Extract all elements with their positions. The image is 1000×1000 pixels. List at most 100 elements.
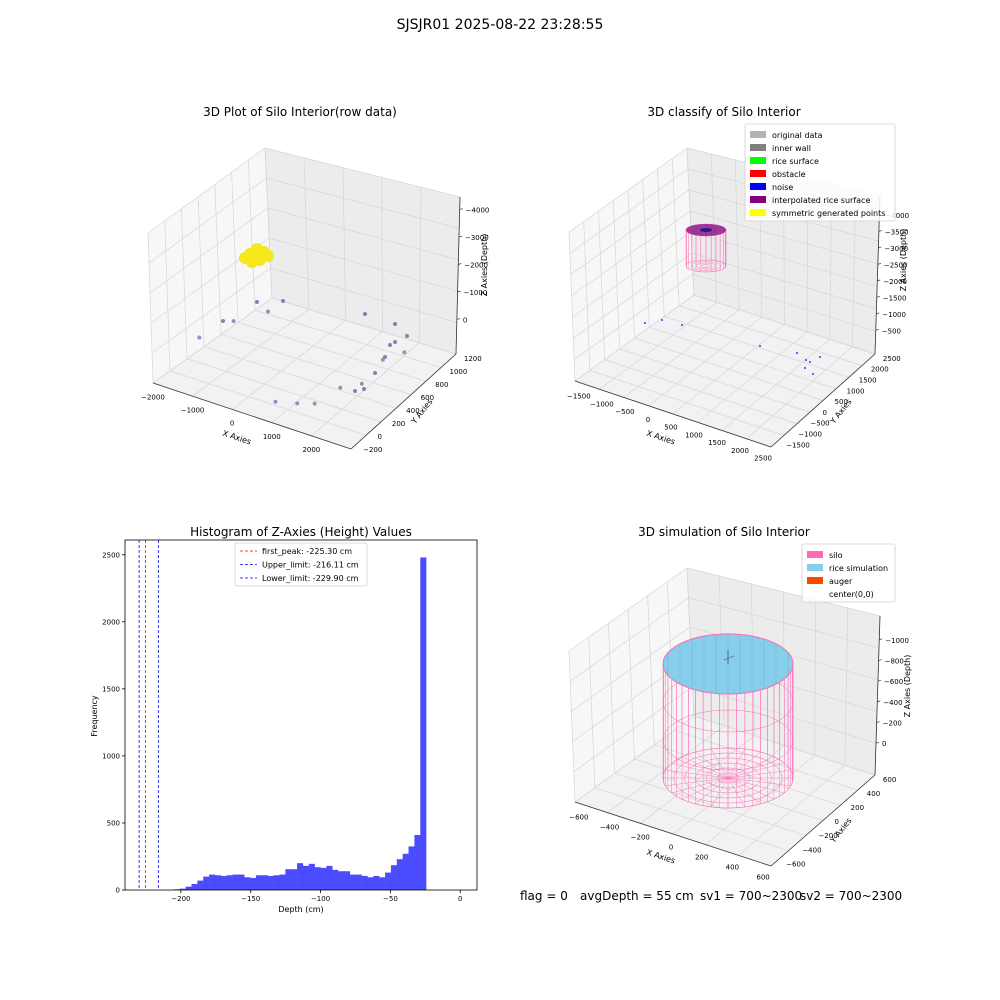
histogram-bar [285,869,292,890]
raw-plot-grid-y [220,334,412,396]
simulation-plot-ytick-label: −400 [802,846,821,854]
simulation-bottom-spoke [695,777,729,805]
simulation-bottom-spoke [727,751,761,779]
histogram-plot: −200 −150 −100 −50 0 0 500 1000 1500 2000 2500 Dept… [90,525,478,914]
histogram-bar [214,875,222,890]
raw-plot-grid-x [271,331,383,423]
simulation-bottom-spoke [727,756,775,779]
simulation-wall-ring [662,709,794,771]
raw-plot-point [405,334,409,338]
raw-plot-point [338,385,343,390]
classify-plot-grid-z [571,210,691,297]
simulation-plot-ztick [877,679,882,682]
raw-plot-point [388,343,392,347]
classify-plot-z-axis-line [874,195,881,355]
classify-silo-ring [700,264,712,268]
simulation-plot-ztick [879,638,883,641]
simulation-plot-ytick-label: 400 [867,790,880,798]
raw-plot-point [393,340,397,344]
histogram-bar [191,883,198,890]
raw-plot-grid-z [266,177,460,229]
raw-plot-point [393,322,397,326]
raw-plot-left-wall [148,148,272,383]
histogram-legend-label: first_peak: -225.30 cm [262,547,352,556]
simulation-plot-grid-y [588,637,596,788]
histogram-bar [338,871,345,890]
histogram-bar [267,875,274,890]
histogram-bar [396,859,403,890]
classify-plot-ytick-label: 500 [835,398,848,406]
histogram-legend-frame [234,542,368,587]
simulation-plot-ztick-label: −200 [883,720,902,728]
raw-plot-ztick [458,235,463,238]
classify-plot-ztick-label: −4000 [885,212,909,220]
simulation-bottom-spoke [695,751,729,779]
simulation-legend: silo rice simulation auger center(0,0) [801,543,896,603]
classify-plot-grid-y [657,168,665,317]
simulation-plot-ztick-label: −1000 [885,637,909,645]
raw-plot-grid-z [269,237,458,292]
raw-plot-grid-y [254,309,442,368]
raw-plot-ytick-label: 200 [392,420,405,428]
histogram-bar [291,869,298,890]
raw-plot-xtick-label: −1000 [181,407,205,415]
raw-plot-xtick-label: −2000 [141,393,165,401]
raw-plot-grid-y [231,172,239,323]
histogram-frame [124,539,478,891]
simulation-plot-ztick [875,741,880,744]
simulation-plot-xtick-label: −600 [569,814,588,822]
raw-plot-yellow-point [239,252,251,264]
classify-plot-grid-y [612,200,620,349]
raw-plot-grid-y [164,220,171,371]
simulation-bottom-spoke [665,770,729,779]
simulation-legend-label: auger [829,577,853,586]
histogram-bar [197,880,204,890]
histogram-legend-label: Lower_limit: -229.90 cm [262,574,359,583]
histogram-bar [297,863,304,890]
raw-plot-grid-x [231,320,346,410]
classify-plot-grid-y [619,348,811,413]
classify-legend-label: noise [772,183,793,192]
raw-plot-ytick-label: 400 [406,407,419,415]
simulation-plot-xtick-label: 0 [669,844,673,852]
simulation-bottom-spoke [671,777,729,794]
raw-plot-grid-z [271,297,457,355]
simulation-plot-grid-y [607,623,616,774]
classify-noise-point [644,322,646,324]
classify-plot-grid-y [642,179,650,328]
raw-plot-ytick-label: −200 [363,446,382,454]
simulation-plot-ytick-label: 200 [851,804,864,812]
avg-depth-text: avgDepth = 55 cm [580,889,694,903]
classify-plot-grid-z [569,168,689,254]
simulation-legend-swatch [807,551,823,558]
simulation-bottom-spoke [727,762,785,779]
classify-plot-ztick-label: −500 [882,327,901,335]
histogram-bar [373,875,380,890]
simulation-bottom-spoke [681,777,729,800]
classify-plot-grid-z [572,231,692,318]
histogram-bar [367,877,374,890]
simulation-plot-ztick [877,700,881,703]
flag-text: flag = 0 [520,889,568,903]
classify-plot-ztick [877,279,881,282]
raw-plot-right-wall [265,148,460,354]
classify-plot-ztick-label: −3500 [885,228,909,236]
classify-plot-grid-y [598,210,606,360]
raw-plot-grid-y [247,160,256,311]
raw-plot-point [362,387,366,391]
raw-plot-grid-z [267,207,459,261]
raw-plot-ytick-label: 1000 [450,368,468,376]
classify-plot-xtick-label: −500 [615,408,634,416]
raw-plot-ztick-label: −1000 [464,289,488,297]
classify-noise-point [796,352,798,354]
raw-plot-ytick-label: 1200 [464,355,482,363]
raw-plot-grid-z [151,267,271,354]
classify-plot-ztick-label: −2000 [883,278,907,286]
histogram-xtick-label: 0 [458,895,462,903]
simulation-plot-ytick-label: 0 [835,818,839,826]
histogram-ytick-label: 2500 [102,551,120,559]
histogram-ytick-label: 500 [107,819,120,827]
raw-plot-point [373,371,377,375]
